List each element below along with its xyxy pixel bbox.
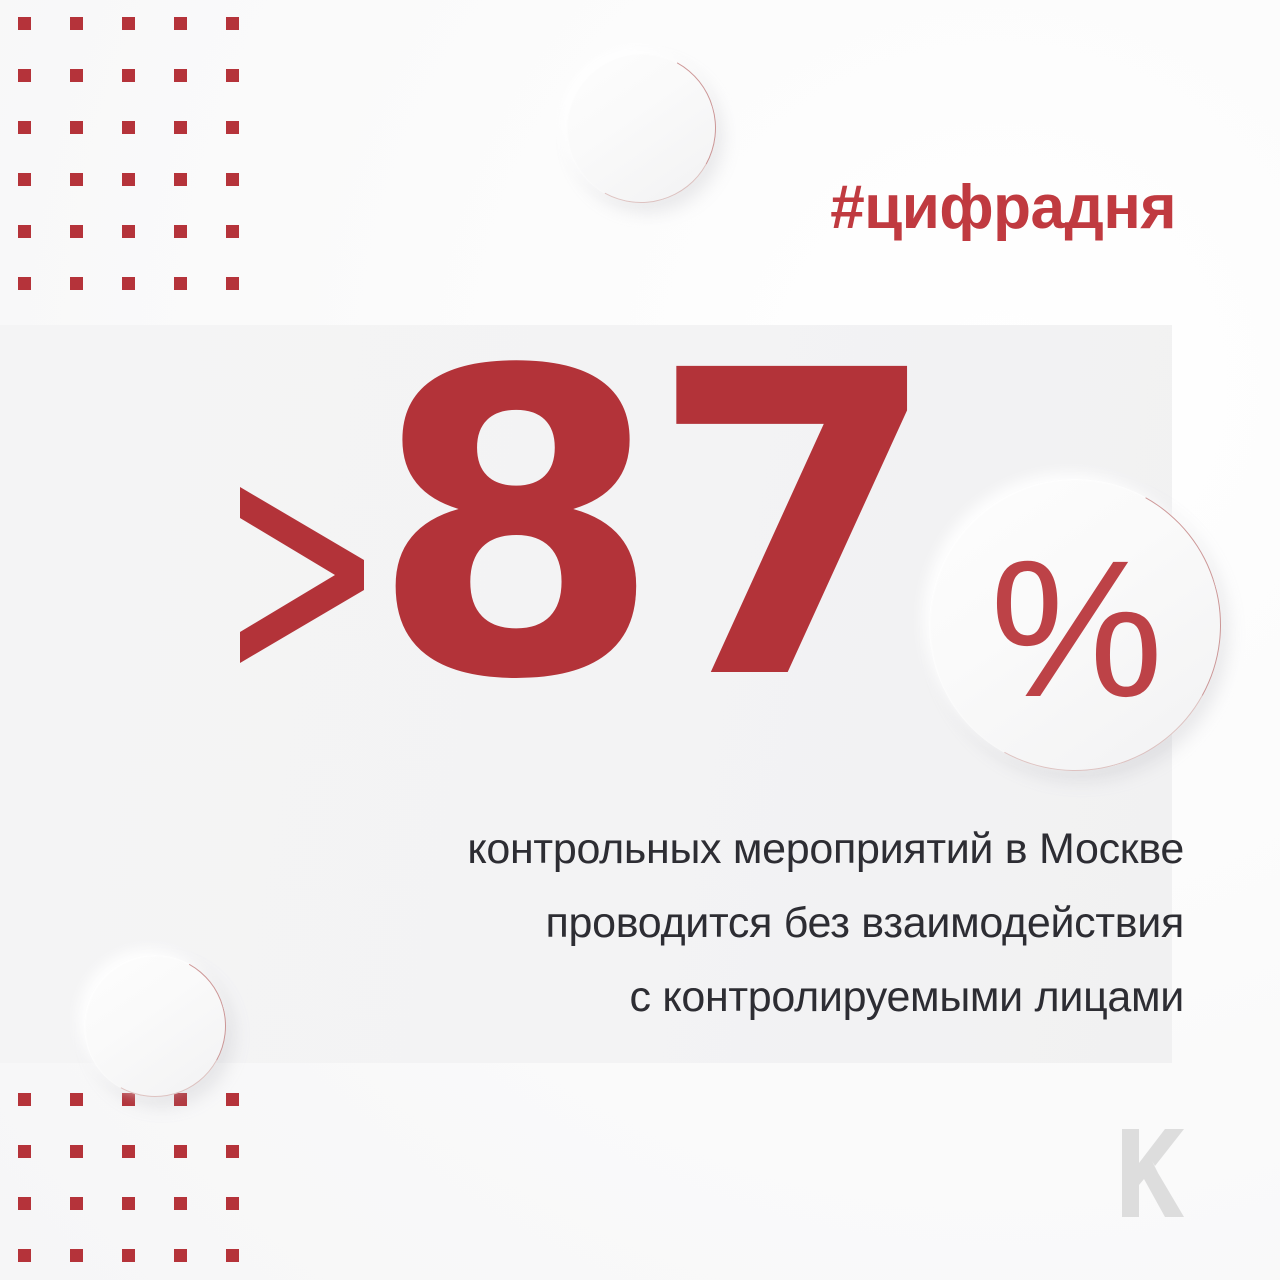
decorative-dot — [70, 173, 83, 186]
decorative-dot — [122, 1093, 135, 1106]
decorative-dot — [174, 225, 187, 238]
body-copy: контрольных мероприятий в Москве проводи… — [467, 812, 1184, 1034]
statistic-value: 87 — [370, 283, 940, 772]
decorative-dot — [70, 17, 83, 30]
decorative-dot — [18, 1249, 31, 1262]
decorative-circle-percent — [929, 479, 1221, 771]
decorative-dot — [122, 277, 135, 290]
decorative-dot — [226, 1145, 239, 1158]
decorative-dot — [174, 173, 187, 186]
decorative-dot — [174, 17, 187, 30]
decorative-dot — [122, 1197, 135, 1210]
decorative-dot — [70, 1145, 83, 1158]
decorative-dot — [174, 277, 187, 290]
decorative-dot — [226, 1093, 239, 1106]
decorative-circle-bottom-left — [84, 955, 226, 1097]
decorative-dot — [18, 1145, 31, 1158]
decorative-dot — [122, 17, 135, 30]
statistic-number: 87 — [232, 283, 940, 772]
decorative-dot — [226, 121, 239, 134]
decorative-dot — [18, 69, 31, 82]
dot-grid-top-left — [18, 17, 278, 329]
decorative-dot — [18, 225, 31, 238]
decorative-dot — [18, 173, 31, 186]
body-copy-line-3: с контролируемыми лицами — [629, 973, 1185, 1021]
greater-than-sign-icon — [232, 318, 364, 738]
decorative-dot — [174, 1249, 187, 1262]
dot-grid-bottom-left — [18, 1093, 278, 1280]
decorative-dot — [70, 1249, 83, 1262]
decorative-dot — [122, 225, 135, 238]
decorative-dot — [70, 1197, 83, 1210]
decorative-dot — [70, 277, 83, 290]
decorative-dot — [122, 173, 135, 186]
decorative-dot — [122, 1145, 135, 1158]
body-copy-line-1: контрольных мероприятий в Москве — [467, 825, 1184, 873]
decorative-dot — [174, 121, 187, 134]
decorative-dot — [70, 121, 83, 134]
decorative-dot — [226, 1249, 239, 1262]
decorative-dot — [226, 1197, 239, 1210]
hashtag-label: #цифрадня — [830, 173, 1176, 242]
decorative-dot — [174, 69, 187, 82]
decorative-dot — [174, 1197, 187, 1210]
k-logo — [1122, 1129, 1184, 1217]
decorative-dot — [226, 69, 239, 82]
decorative-dot — [226, 17, 239, 30]
decorative-dot — [18, 17, 31, 30]
decorative-dot — [70, 225, 83, 238]
decorative-dot — [18, 277, 31, 290]
decorative-dot — [122, 1249, 135, 1262]
decorative-dot — [122, 121, 135, 134]
percent-sign: % — [990, 520, 1164, 738]
decorative-circle-top — [566, 53, 716, 203]
decorative-dot — [226, 277, 239, 290]
body-copy-line-2: проводится без взаимодействия — [545, 899, 1185, 947]
decorative-dot — [70, 1093, 83, 1106]
decorative-dot — [70, 69, 83, 82]
decorative-dot — [174, 1093, 187, 1106]
decorative-dot — [122, 69, 135, 82]
decorative-dot — [226, 225, 239, 238]
decorative-dot — [18, 121, 31, 134]
decorative-dot — [174, 1145, 187, 1158]
decorative-dot — [18, 1093, 31, 1106]
decorative-dot — [226, 173, 239, 186]
decorative-dot — [18, 1197, 31, 1210]
